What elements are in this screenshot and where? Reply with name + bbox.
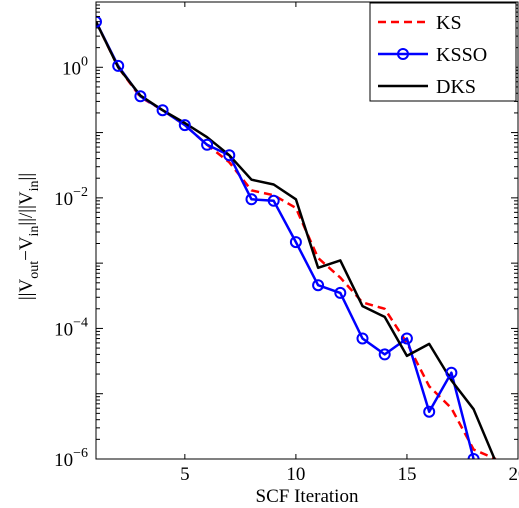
point-ksso-15: [400, 332, 413, 345]
y-tick-label-−2: 10−2: [54, 185, 88, 210]
point-ksso-17: [445, 366, 458, 379]
point-ksso-9: [267, 194, 280, 207]
plot-area: [96, 15, 497, 459]
y-tick-label-−4: 10−4: [54, 315, 88, 340]
point-ksso-4: [156, 104, 169, 117]
point-ksso-14: [378, 348, 391, 361]
point-ksso-18: [467, 453, 480, 459]
y-tick-label-0: 100: [62, 54, 88, 79]
point-ksso-10: [289, 236, 302, 249]
point-ksso-8: [245, 193, 258, 206]
point-ksso-11: [312, 279, 325, 292]
point-ksso-7: [223, 149, 236, 162]
legend-label-ks: KS: [436, 12, 462, 34]
plot-frame: [95, 1, 519, 460]
legend-label-dks: DKS: [436, 76, 476, 98]
legend-box: [369, 2, 517, 102]
x-axis-label: SCF Iteration: [256, 486, 359, 507]
series-line-ks: [96, 21, 497, 459]
point-ksso-13: [356, 332, 369, 345]
point-ksso-6: [201, 138, 214, 151]
point-ksso-3: [134, 90, 147, 103]
point-ksso-16: [423, 405, 436, 418]
x-tick-label-20: 20: [509, 464, 519, 485]
legend-marker-ksso: [397, 48, 409, 60]
point-ksso-5: [178, 119, 191, 132]
point-ksso-12: [334, 286, 347, 299]
point-ksso-1: [96, 15, 102, 28]
legend-label-ksso: KSSO: [436, 44, 487, 66]
x-tick-label-5: 5: [180, 464, 190, 485]
axis-labels: SCF Iteration ||Vout−Vin||/||Vin||: [16, 173, 359, 507]
y-axis-label: ||Vout−Vin||/||Vin||: [16, 173, 42, 300]
point-ksso-2: [112, 59, 125, 72]
x-tick-label-15: 15: [397, 464, 416, 485]
y-tick-label-−6: 10−6: [54, 446, 88, 471]
x-tick-label-10: 10: [286, 464, 305, 485]
series-line-dks: [96, 21, 496, 459]
legend: KS KSSO DKS: [369, 2, 517, 102]
